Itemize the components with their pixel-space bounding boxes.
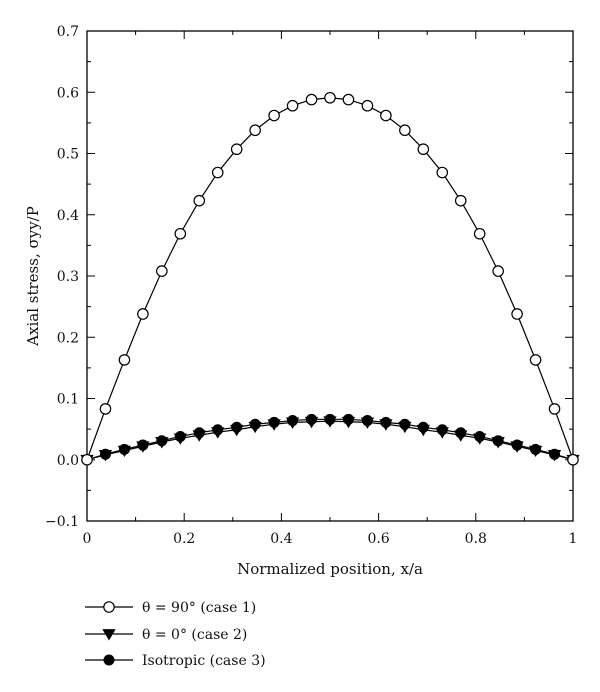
series-1-point — [529, 354, 542, 366]
series-1-point — [249, 124, 261, 137]
x-tick-label: 0 — [83, 531, 92, 547]
series-1-point — [342, 93, 355, 106]
series-3-point — [474, 430, 486, 442]
series-3-point — [492, 435, 504, 447]
series-3-point — [380, 416, 392, 428]
series-3-point — [268, 416, 280, 428]
y-tick-label: 0.5 — [57, 147, 79, 163]
x-tick-label: 0.4 — [270, 531, 292, 547]
series-3-point — [306, 413, 318, 425]
series-3-point — [436, 424, 448, 436]
series-1-point — [454, 194, 467, 207]
y-tick-label: 0.1 — [57, 392, 79, 408]
series-1-point — [361, 99, 374, 112]
legend-marker-2 — [102, 629, 116, 641]
legend-label-1: θ = 90° (case 1) — [142, 600, 256, 616]
series-3-point — [287, 415, 299, 427]
series-1-point — [380, 109, 392, 122]
series-1-point — [511, 308, 523, 320]
series-3-point — [511, 439, 523, 451]
y-tick-label: 0.4 — [57, 208, 79, 224]
series-3-point — [324, 413, 336, 425]
series-1-point — [492, 265, 504, 277]
series-3-point — [417, 421, 429, 433]
series-3 — [81, 413, 579, 466]
series-1-point — [548, 403, 561, 415]
series-3-point — [174, 430, 186, 442]
series-1 — [81, 91, 579, 466]
x-tick-label: 1 — [569, 531, 578, 547]
series-3-point — [455, 427, 467, 439]
plot-series — [80, 91, 580, 467]
x-tick-label: 0.2 — [173, 531, 195, 547]
series-1-line — [86, 97, 574, 460]
series-1-point — [174, 227, 187, 240]
y-tick-label: −0.1 — [45, 514, 79, 530]
series-3-point — [342, 413, 354, 425]
series-3-point — [212, 424, 224, 436]
series-1-point — [118, 354, 131, 366]
series-1-point — [230, 143, 243, 156]
series-3-point — [193, 427, 205, 439]
axis-ticks: 0 0.2 0.4 0.6 0.8 1 −0.1 0.0 0.1 0.2 0.3 0.4 0.5 0.6 0… — [45, 24, 577, 547]
legend-label-2: θ = 0° (case 2) — [142, 627, 247, 643]
series-1-point — [417, 143, 430, 156]
series-1-point — [268, 109, 280, 122]
y-axis-title: Axial stress, σyy/P — [24, 206, 42, 347]
series-3-point — [99, 448, 111, 460]
series-3-point — [399, 418, 411, 430]
series-3-point — [361, 415, 373, 427]
legend-label-3: Isotropic (case 3) — [142, 653, 266, 669]
series-3-point — [231, 421, 243, 433]
series-3-point — [118, 443, 130, 455]
series-1-point — [567, 453, 579, 466]
y-tick-label: 0.2 — [57, 330, 79, 346]
y-tick-label: 0.0 — [57, 453, 79, 469]
legend-marker-3 — [103, 654, 115, 666]
series-1-point — [137, 308, 149, 320]
x-axis-title: Normalized position, x/a — [237, 560, 423, 578]
legend: θ = 90° (case 1) θ = 0° (case 2) Isotropic… — [85, 600, 266, 669]
series-3-point — [549, 448, 561, 460]
series-1-point — [305, 93, 318, 106]
series-1-point — [473, 227, 486, 240]
series-1-point — [99, 403, 112, 415]
series-1-point — [193, 194, 206, 207]
x-tick-label: 0.6 — [367, 531, 389, 547]
series-1-point — [324, 91, 336, 104]
series-3-point — [156, 435, 168, 447]
series-3-point — [530, 443, 542, 455]
series-3-point — [249, 418, 261, 430]
series-3-point — [137, 439, 149, 451]
y-tick-label: 0.3 — [57, 269, 79, 285]
series-1-point — [436, 166, 449, 179]
series-1-point — [211, 166, 224, 179]
legend-marker-1 — [103, 601, 115, 613]
y-tick-label: 0.6 — [57, 85, 79, 101]
y-tick-label: 0.7 — [57, 24, 79, 40]
x-tick-label: 0.8 — [465, 531, 487, 547]
series-1-point — [286, 99, 299, 112]
series-1-point — [156, 265, 168, 277]
series-1-point — [399, 124, 411, 137]
series-1-point — [81, 453, 93, 466]
